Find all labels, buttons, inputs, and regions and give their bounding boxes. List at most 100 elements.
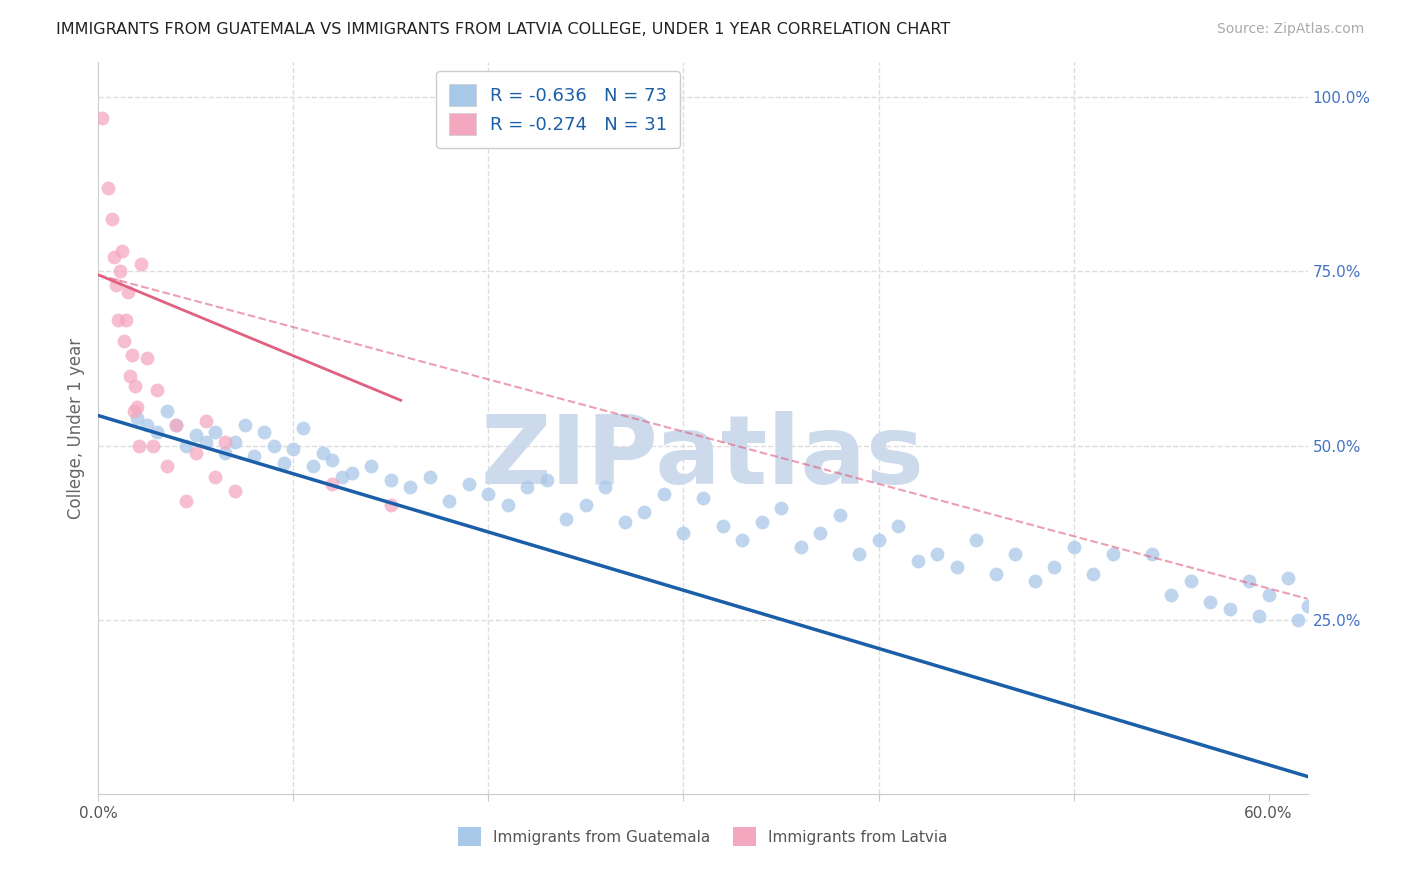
Point [283, 442, 305, 456]
Point [124, 379, 146, 393]
Point [965, 533, 987, 547]
Point [672, 525, 695, 540]
Point [1180, 574, 1202, 589]
Point [925, 547, 948, 561]
Point [1257, 588, 1279, 602]
Point [536, 474, 558, 488]
Point [184, 428, 207, 442]
Point [1296, 599, 1319, 613]
Point [142, 439, 165, 453]
Point [808, 525, 831, 540]
Point [111, 244, 134, 258]
Point [214, 435, 236, 450]
Point [907, 553, 929, 567]
Point [97, 181, 120, 195]
Point [595, 480, 617, 494]
Point [419, 470, 441, 484]
Text: ZIPatlas: ZIPatlas [481, 411, 925, 504]
Point [330, 470, 353, 484]
Point [131, 257, 153, 271]
Text: Source: ZipAtlas.com: Source: ZipAtlas.com [1216, 22, 1364, 37]
Point [312, 445, 335, 459]
Point [204, 470, 226, 484]
Point [731, 533, 754, 547]
Point [652, 487, 675, 501]
Point [1024, 574, 1046, 589]
Point [118, 368, 141, 383]
Y-axis label: College, Under 1 year: College, Under 1 year [66, 337, 84, 519]
Point [127, 410, 149, 425]
Point [273, 456, 295, 470]
Point [496, 498, 519, 512]
Point [302, 459, 325, 474]
Point [1286, 613, 1309, 627]
Point [360, 459, 382, 474]
Point [769, 501, 792, 516]
Legend: Immigrants from Guatemala, Immigrants from Latvia: Immigrants from Guatemala, Immigrants fr… [451, 822, 955, 852]
Point [91, 111, 114, 125]
Point [1219, 602, 1241, 616]
Point [751, 515, 773, 529]
Point [1043, 560, 1066, 574]
Point [107, 313, 129, 327]
Point [104, 278, 127, 293]
Point [174, 494, 197, 508]
Point [184, 445, 207, 459]
Point [103, 251, 125, 265]
Point [263, 439, 285, 453]
Point [146, 425, 169, 439]
Point [156, 459, 179, 474]
Point [1199, 595, 1222, 609]
Point [614, 515, 637, 529]
Point [122, 403, 145, 417]
Point [174, 439, 197, 453]
Point [136, 417, 159, 432]
Point [848, 547, 870, 561]
Point [458, 476, 481, 491]
Point [224, 435, 246, 450]
Point [121, 348, 143, 362]
Point [112, 334, 135, 348]
Point [516, 480, 538, 494]
Point [101, 212, 124, 227]
Point [224, 483, 246, 498]
Point [380, 474, 402, 488]
Point [789, 540, 811, 554]
Point [828, 508, 851, 523]
Point [146, 383, 169, 397]
Point [165, 417, 187, 432]
Point [711, 518, 734, 533]
Point [165, 417, 187, 432]
Point [575, 498, 598, 512]
Point [1101, 547, 1123, 561]
Point [127, 401, 149, 415]
Point [555, 512, 578, 526]
Point [380, 498, 402, 512]
Point [439, 494, 461, 508]
Point [243, 449, 266, 463]
Point [399, 480, 422, 494]
Point [292, 421, 315, 435]
Point [868, 533, 890, 547]
Point [253, 425, 276, 439]
Point [194, 435, 217, 450]
Point [108, 264, 131, 278]
Point [233, 417, 256, 432]
Point [204, 425, 226, 439]
Point [1081, 567, 1104, 582]
Point [1004, 547, 1026, 561]
Point [1140, 547, 1163, 561]
Point [128, 439, 150, 453]
Point [117, 285, 139, 300]
Point [887, 518, 910, 533]
Point [1160, 588, 1182, 602]
Point [156, 403, 179, 417]
Point [945, 560, 967, 574]
Point [340, 467, 363, 481]
Point [1063, 540, 1085, 554]
Text: IMMIGRANTS FROM GUATEMALA VS IMMIGRANTS FROM LATVIA COLLEGE, UNDER 1 YEAR CORREL: IMMIGRANTS FROM GUATEMALA VS IMMIGRANTS … [56, 22, 950, 37]
Point [477, 487, 499, 501]
Point [1247, 609, 1270, 624]
Point [321, 476, 343, 491]
Point [114, 313, 136, 327]
